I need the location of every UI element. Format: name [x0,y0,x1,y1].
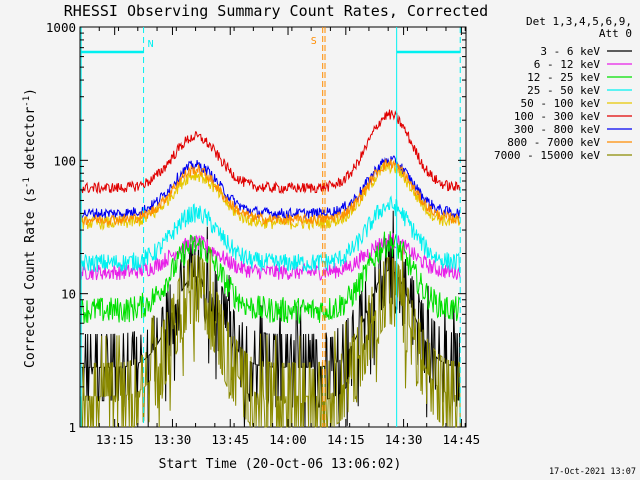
x-tick-label: 13:15 [96,432,134,447]
legend-label: 7000 - 15000 keV [494,149,600,162]
generated-timestamp: 17-Oct-2021 13:07 [549,467,636,477]
night-flag-label: N [148,39,154,50]
saa-flag-label: S [311,36,317,47]
y-tick-label: 1000 [46,20,76,35]
y-axis-label: Corrected Count Rate (s-1 detector-1) [22,88,38,368]
ticks-layer: 1 10 100 1000 13:15 13:30 13:45 14:00 14:15 14:30… [46,20,480,447]
legend-label: 3 - 6 keV [540,45,600,58]
series-line-100-300-kev [80,109,461,195]
x-tick-label: 13:30 [154,432,192,447]
x-tick-label: 14:45 [443,432,481,447]
x-tick-label: 14:00 [269,432,307,447]
x-tick-label: 14:15 [327,432,365,447]
legend-header-line-1: Det 1,3,4,5,6,9, [526,15,632,28]
x-tick-label: 14:30 [385,432,423,447]
x-axis-label: Start Time (20-Oct-06 13:06:02) [159,457,402,472]
series-line-25-50-kev [80,195,461,273]
legend-header-line-2: Att 0 [599,27,632,40]
legend-label: 6 - 12 keV [534,58,601,71]
legend-label: 12 - 25 keV [527,71,600,84]
legend-label: 800 - 7000 keV [507,136,600,149]
legend-label: 300 - 800 keV [514,123,600,136]
y-tick-label: 1 [68,420,76,435]
x-tick-label: 13:45 [211,432,249,447]
series-layer [80,109,461,428]
y-tick-label: 10 [61,287,76,302]
legend-label: 50 - 100 keV [521,97,601,110]
legend-label: 100 - 300 keV [514,110,600,123]
y-tick-label: 100 [53,153,76,168]
chart-title: RHESSI Observing Summary Count Rates, Co… [64,2,488,20]
legend-label: 25 - 50 keV [527,84,600,97]
